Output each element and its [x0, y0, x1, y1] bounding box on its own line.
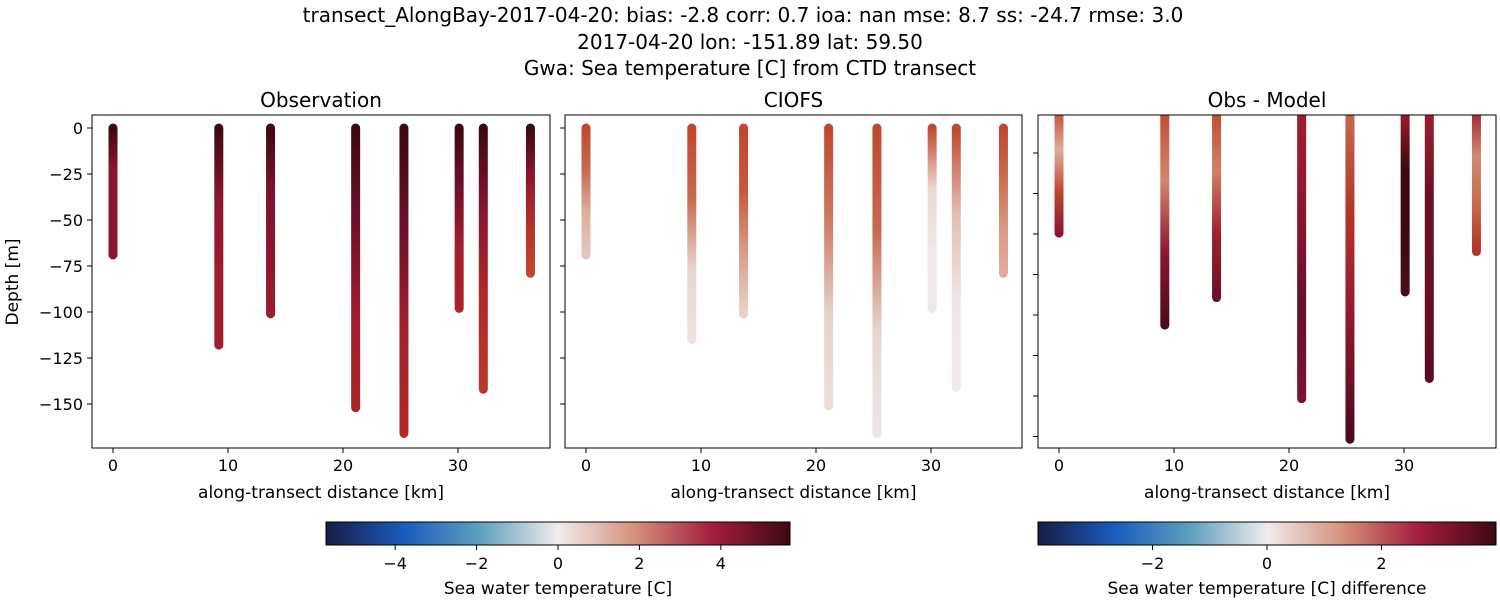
y-tick-label: 0 [73, 119, 83, 138]
y-tick-label: −150 [39, 395, 83, 414]
x-tick-label: 20 [1279, 456, 1299, 475]
y-tick-label: −100 [39, 303, 83, 322]
title-line-1: transect_AlongBay-2017-04-20: bias: -2.8… [303, 3, 1184, 27]
colorbar-tick-label: −2 [465, 554, 489, 573]
x-tick-label: 30 [1394, 456, 1414, 475]
colorbar-tick-label: 4 [716, 554, 726, 573]
x-axis-label: along-transect distance [km] [671, 483, 917, 503]
x-axis-label: along-transect distance [km] [198, 483, 444, 503]
colorbar-gradient [1038, 522, 1496, 545]
x-tick-label: 0 [581, 456, 591, 475]
x-tick-label: 10 [1164, 456, 1184, 475]
colorbar-tick-label: −4 [383, 554, 407, 573]
colorbar-tick-label: −2 [1141, 554, 1165, 573]
colorbar-tick-label: 2 [1376, 554, 1386, 573]
colorbar-label: Sea water temperature [C] difference [1107, 579, 1426, 599]
x-axis-label: along-transect distance [km] [1144, 483, 1390, 503]
title-line-2: 2017-04-20 lon: -151.89 lat: 59.50 [577, 30, 923, 54]
y-tick-label: −75 [49, 257, 83, 276]
x-tick-label: 20 [333, 456, 353, 475]
title-line-3: Gwa: Sea temperature [C] from CTD transe… [524, 56, 976, 80]
y-tick-label: −25 [49, 165, 83, 184]
x-tick-label: 30 [448, 456, 468, 475]
x-tick-label: 30 [921, 456, 941, 475]
colorbar-2: −2 0 2 Sea water temperature [C] difference [1038, 522, 1496, 599]
colorbar-tick-label: 0 [1262, 554, 1272, 573]
x-tick-label: 20 [806, 456, 826, 475]
y-tick-label: −125 [39, 349, 83, 368]
x-tick-label: 0 [1054, 456, 1064, 475]
colorbar-tick-label: 0 [553, 554, 563, 573]
x-tick-label: 10 [691, 456, 711, 475]
y-axis-label: Depth [m] [3, 238, 23, 325]
x-tick-label: 10 [218, 456, 238, 475]
colorbar-1: −4 −2 0 2 4 Sea water temperature [C] [326, 522, 790, 599]
colorbar-tick-label: 2 [634, 554, 644, 573]
x-tick-label: 0 [108, 456, 118, 475]
panel-title: Observation [260, 88, 382, 112]
panel-title: CIOFS [764, 88, 823, 112]
colorbar-label: Sea water temperature [C] [444, 579, 672, 599]
panel-title: Obs - Model [1208, 88, 1327, 112]
colorbar-gradient [326, 522, 790, 545]
y-tick-label: −50 [49, 211, 83, 230]
